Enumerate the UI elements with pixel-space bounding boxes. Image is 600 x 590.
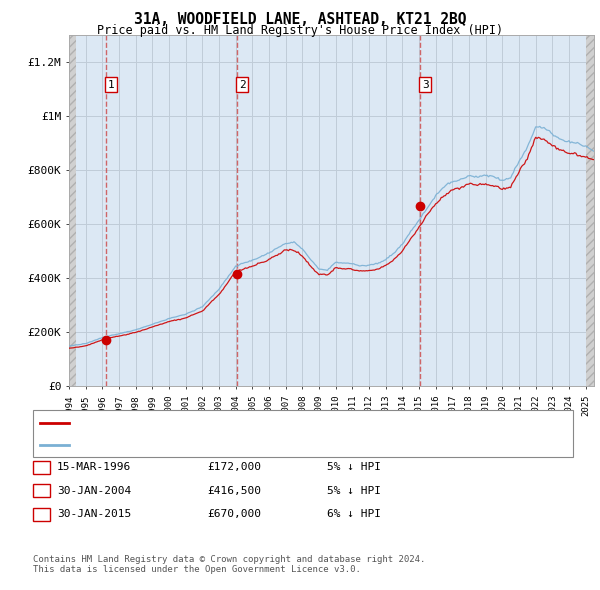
Text: £172,000: £172,000 (207, 463, 261, 472)
Text: 6% ↓ HPI: 6% ↓ HPI (327, 510, 381, 519)
Text: 5% ↓ HPI: 5% ↓ HPI (327, 486, 381, 496)
Bar (69, 35, 76, 386)
Text: 31A, WOODFIELD LANE, ASHTEAD, KT21 2BQ (detached house): 31A, WOODFIELD LANE, ASHTEAD, KT21 2BQ (… (74, 418, 418, 428)
Text: £416,500: £416,500 (207, 486, 261, 496)
Text: HPI: Average price, detached house, Mole Valley: HPI: Average price, detached house, Mole… (74, 440, 368, 450)
Text: 3: 3 (38, 510, 45, 519)
Text: 2: 2 (38, 486, 45, 496)
Text: 5% ↓ HPI: 5% ↓ HPI (327, 463, 381, 472)
Text: Contains HM Land Registry data © Crown copyright and database right 2024.: Contains HM Land Registry data © Crown c… (33, 555, 425, 563)
Text: 31A, WOODFIELD LANE, ASHTEAD, KT21 2BQ: 31A, WOODFIELD LANE, ASHTEAD, KT21 2BQ (134, 12, 466, 27)
Text: This data is licensed under the Open Government Licence v3.0.: This data is licensed under the Open Gov… (33, 565, 361, 574)
Text: 2: 2 (239, 80, 245, 90)
Text: 30-JAN-2004: 30-JAN-2004 (57, 486, 131, 496)
Text: Price paid vs. HM Land Registry's House Price Index (HPI): Price paid vs. HM Land Registry's House … (97, 24, 503, 37)
Text: 30-JAN-2015: 30-JAN-2015 (57, 510, 131, 519)
Text: 1: 1 (38, 463, 45, 472)
Text: 3: 3 (422, 80, 429, 90)
Text: £670,000: £670,000 (207, 510, 261, 519)
Text: 15-MAR-1996: 15-MAR-1996 (57, 463, 131, 472)
Text: 1: 1 (107, 80, 114, 90)
Bar (586, 35, 594, 386)
